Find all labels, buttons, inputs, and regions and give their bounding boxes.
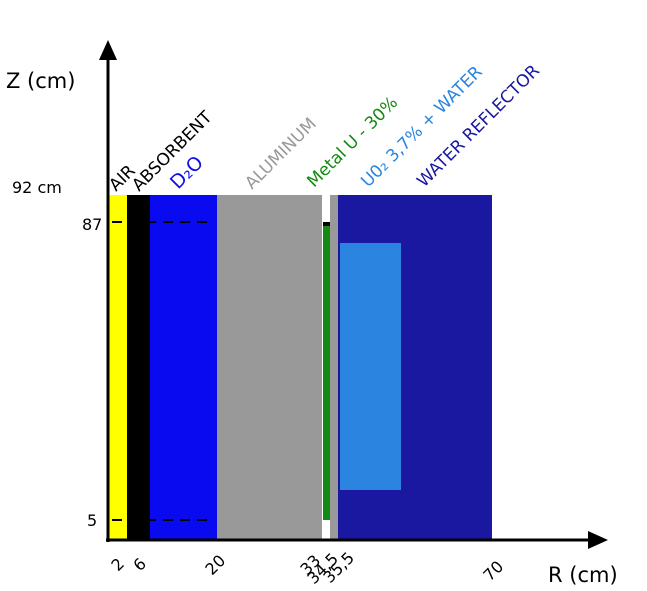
region-label: Metal U - 30% xyxy=(303,93,402,192)
absorbent-region xyxy=(127,195,150,540)
r-tick-label: 2 xyxy=(107,554,128,575)
r-arrow xyxy=(588,531,608,549)
aluminum-region xyxy=(217,195,322,540)
z-axis-label: Z (cm) xyxy=(6,69,75,93)
metal-u-region xyxy=(323,222,330,520)
aluminum-strip xyxy=(330,195,338,540)
uo2-region xyxy=(340,243,401,490)
air-region xyxy=(108,195,127,540)
z-tick-label: 5 xyxy=(87,511,97,530)
r-tick-label: 20 xyxy=(201,551,229,579)
metal-u-top xyxy=(323,222,330,226)
d2o-region xyxy=(150,195,217,540)
r-tick-label: 70 xyxy=(479,557,507,585)
z-arrow xyxy=(99,40,117,60)
r-tick-label: 6 xyxy=(129,554,150,575)
r-axis-label: R (cm) xyxy=(548,563,618,587)
z-tick-label: 92 cm xyxy=(12,178,62,197)
z-tick-label: 87 xyxy=(82,215,102,234)
